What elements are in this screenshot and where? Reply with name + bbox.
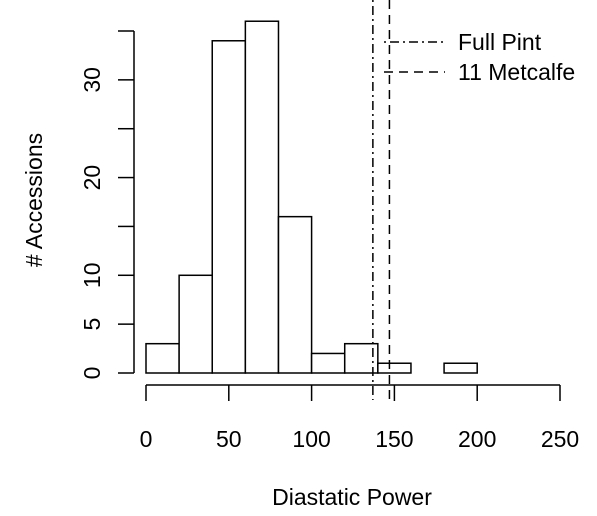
y-tick-label: 5 — [79, 318, 105, 331]
legend-label: 11 Metcalfe — [458, 59, 575, 85]
histogram-bar — [277, 215, 313, 374]
histogram-bar — [244, 20, 280, 374]
x-tick-label: 100 — [292, 426, 330, 452]
histogram-bar — [443, 362, 478, 374]
bars-layer — [145, 20, 478, 374]
legend-label: Full Pint — [458, 29, 542, 55]
x-axis: 0 50 100 150 200 250 — [140, 384, 579, 452]
x-tick-label: 150 — [375, 426, 413, 452]
x-tick-label: 250 — [541, 426, 579, 452]
reference-lines-layer — [372, 0, 391, 400]
histogram-bar — [310, 352, 346, 374]
y-axis: 0 5 10 20 30 — [79, 30, 135, 380]
x-axis-label: Diastatic Power — [272, 484, 432, 510]
y-tick-label: 0 — [79, 367, 105, 380]
x-tick-label: 50 — [216, 426, 242, 452]
histogram-bar — [211, 40, 247, 374]
y-tick-label: 30 — [79, 67, 105, 93]
x-tick-label: 200 — [458, 426, 496, 452]
histogram-bar — [377, 362, 412, 374]
y-tick-label: 20 — [79, 165, 105, 191]
y-axis-label: # Accessions — [21, 133, 47, 267]
y-tick-label: 10 — [79, 262, 105, 288]
histogram-bar — [178, 274, 213, 374]
histogram-bar — [145, 342, 180, 374]
legend: Full Pint 11 Metcalfe — [384, 29, 575, 85]
x-tick-label: 0 — [140, 426, 153, 452]
